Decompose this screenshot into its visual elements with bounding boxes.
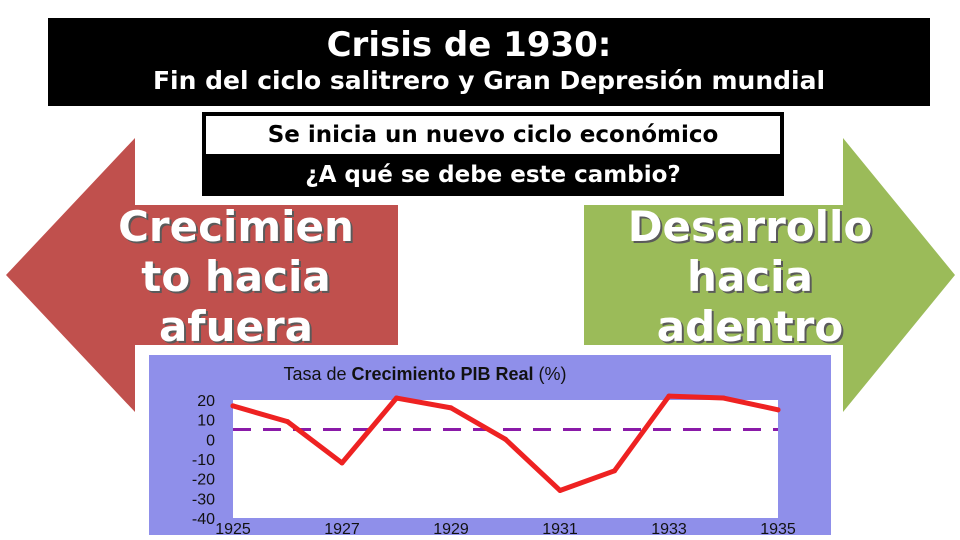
data-point bbox=[339, 460, 345, 466]
data-point bbox=[285, 419, 290, 425]
right-arrow-line: adentro bbox=[656, 302, 844, 351]
plot-area bbox=[233, 400, 778, 518]
left-arrow-label: Crecimien to hacia afuera bbox=[106, 202, 366, 352]
left-arrow-line: afuera bbox=[158, 302, 314, 351]
series-layer bbox=[230, 393, 781, 493]
y-tick-label: -30 bbox=[192, 491, 215, 508]
x-tick-label: 1925 bbox=[215, 521, 251, 535]
y-tick-label: 20 bbox=[197, 393, 215, 410]
x-tick-label: 1929 bbox=[433, 521, 469, 535]
data-point bbox=[612, 468, 617, 474]
question-statement: Se inicia un nuevo ciclo económico bbox=[206, 116, 780, 154]
y-axis: 20 10 0 -10 -20 -30 -40 bbox=[192, 393, 215, 528]
gdp-chart-panel: Tasa de Crecimiento PIB Real (%) 20 10 0 -1… bbox=[149, 355, 831, 535]
x-tick-label: 1933 bbox=[651, 521, 687, 535]
y-tick-label: -40 bbox=[192, 511, 215, 528]
y-tick-label: -20 bbox=[192, 472, 215, 489]
right-arrow-line: hacia bbox=[687, 252, 813, 301]
data-point bbox=[503, 436, 508, 442]
y-tick-label: 10 bbox=[197, 413, 215, 430]
data-point bbox=[448, 405, 454, 411]
title-banner: Crisis de 1930: Fin del ciclo salitrero … bbox=[48, 18, 930, 106]
chart-title-prefix: Tasa de bbox=[283, 364, 351, 384]
slide-subtitle: Fin del ciclo salitrero y Gran Depresión… bbox=[152, 66, 826, 95]
data-point bbox=[230, 403, 236, 409]
left-arrow-line: Crecimien bbox=[118, 202, 354, 251]
question-text: ¿A qué se debe este cambio? bbox=[305, 162, 681, 188]
x-tick-label: 1927 bbox=[324, 521, 360, 535]
x-axis: 1925 1927 1929 1931 1933 1935 bbox=[215, 521, 796, 535]
chart-title: Tasa de Crecimiento PIB Real (%) bbox=[283, 364, 566, 384]
chart-title-suffix: (%) bbox=[534, 364, 567, 384]
y-tick-label: -10 bbox=[192, 452, 215, 469]
left-arrow-shape bbox=[6, 138, 398, 412]
slide-title: Crisis de 1930: bbox=[326, 25, 612, 65]
question-box: Se inicia un nuevo ciclo económico ¿A qu… bbox=[202, 112, 784, 196]
right-arrow-shape bbox=[584, 138, 955, 412]
right-arrow-line: Desarrollo bbox=[627, 202, 873, 251]
left-arrow-line: to hacia bbox=[141, 252, 331, 301]
chart-title-bold: Crecimiento PIB Real bbox=[351, 364, 533, 384]
data-point bbox=[666, 393, 672, 399]
y-tick-label: 0 bbox=[206, 432, 215, 449]
x-tick-label: 1935 bbox=[760, 521, 796, 535]
x-tick-label: 1931 bbox=[542, 521, 578, 535]
right-arrow-label: Desarrollo hacia adentro bbox=[610, 202, 890, 352]
gdp-growth-chart: Tasa de Crecimiento PIB Real (%) 20 10 0 -1… bbox=[192, 364, 796, 535]
data-point bbox=[775, 407, 781, 413]
data-point bbox=[394, 395, 399, 401]
data-point bbox=[721, 395, 726, 401]
data-point bbox=[557, 487, 563, 493]
